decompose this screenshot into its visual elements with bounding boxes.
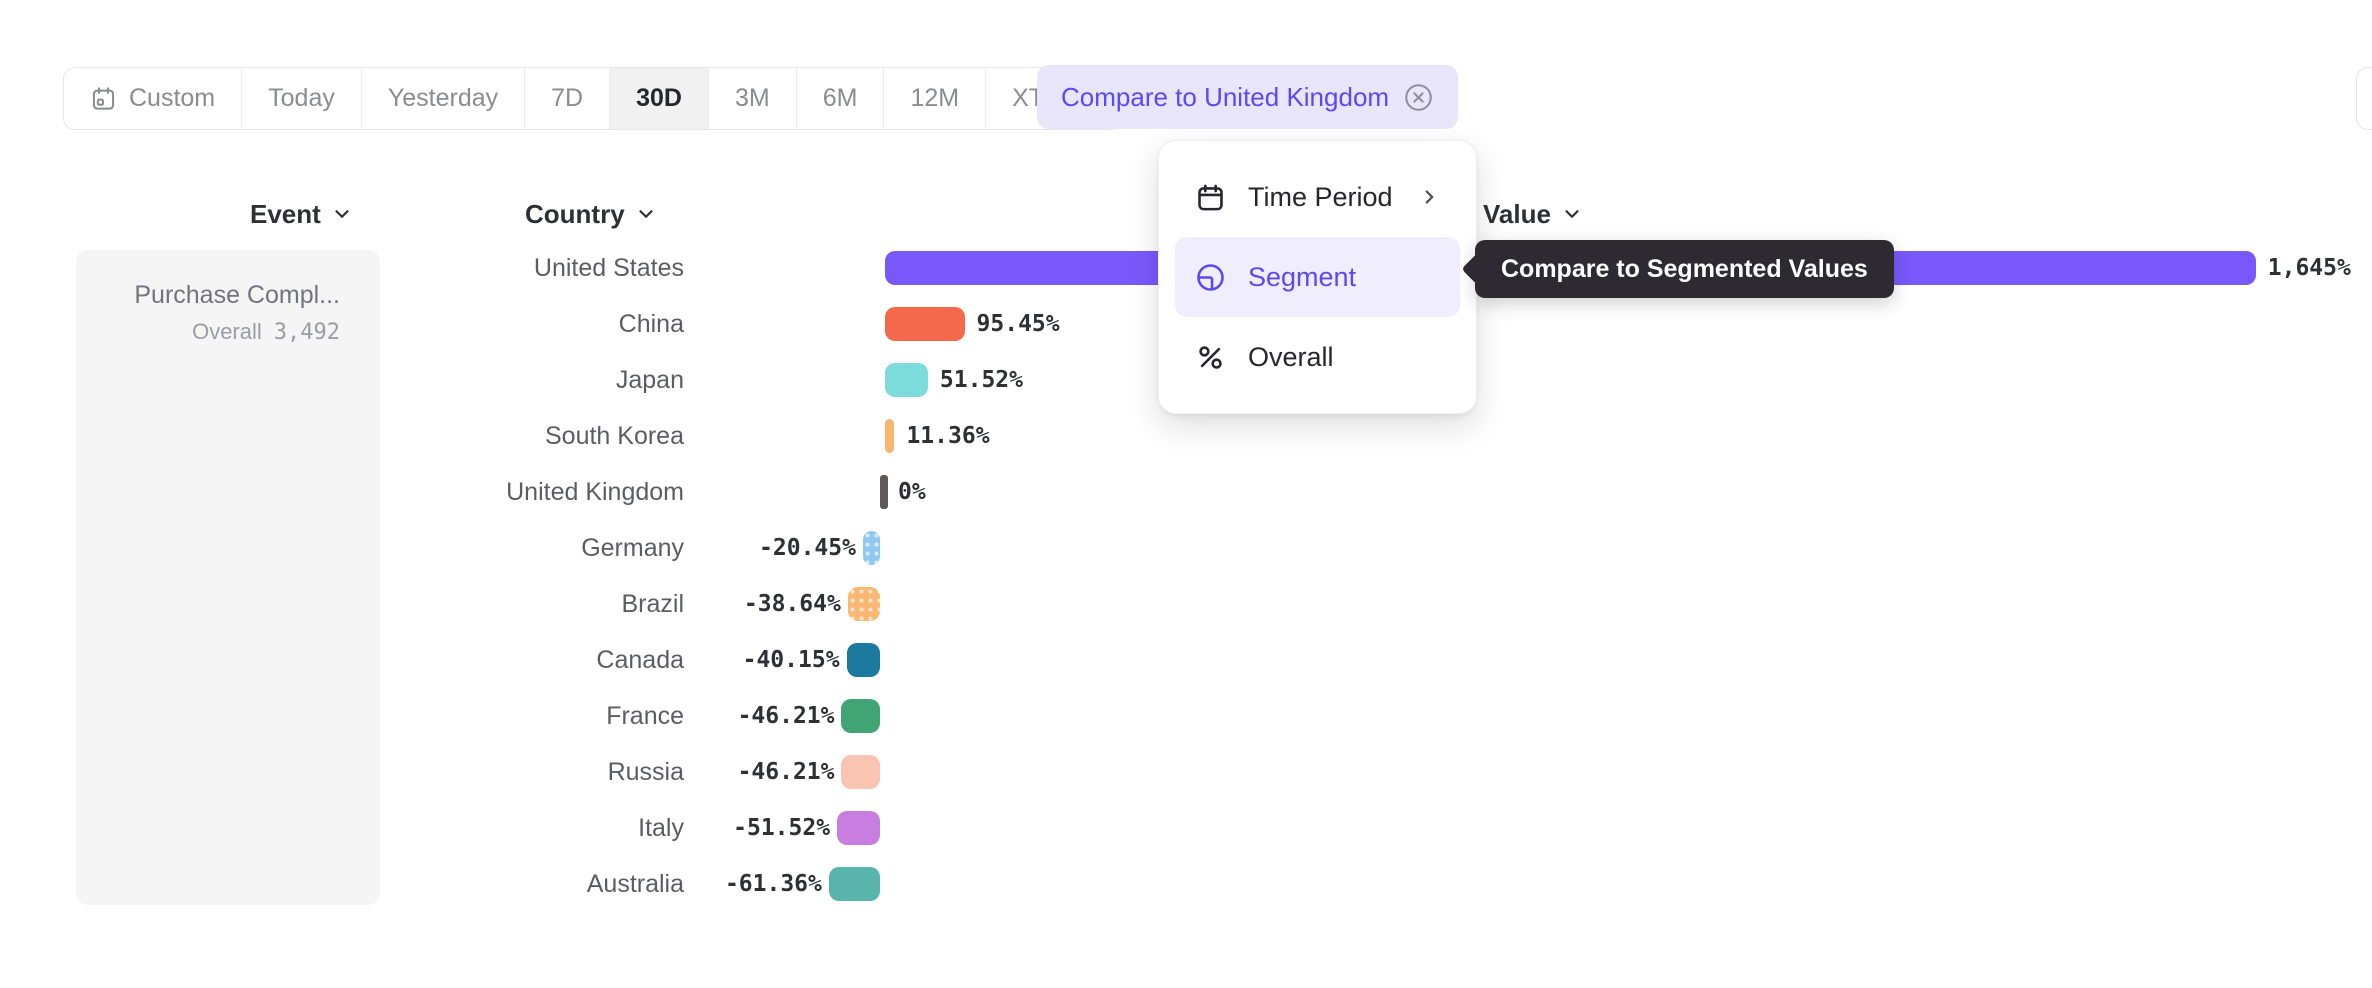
period-button-3m[interactable]: 3M — [708, 68, 797, 129]
country-label: South Korea — [545, 422, 684, 450]
value-label: 95.45% — [976, 311, 1060, 337]
menu-item-overall[interactable]: Overall — [1175, 317, 1460, 397]
value-bar[interactable] — [885, 307, 965, 341]
period-button-30d[interactable]: 30D — [610, 68, 709, 129]
country-label: Germany — [581, 534, 684, 562]
value-label: -46.21% — [737, 759, 835, 785]
overall-value: 3,492 — [273, 320, 340, 345]
menu-item-label: Overall — [1248, 341, 1334, 372]
value-bar[interactable] — [841, 755, 880, 789]
value-label: 1,645% — [2267, 255, 2351, 281]
chart-row-united-kingdom: United Kingdom 0% — [0, 464, 2372, 520]
tooltip-text: Compare to Segmented Values — [1501, 254, 1868, 283]
value-label: -20.45% — [759, 535, 856, 561]
value-label: -40.15% — [742, 647, 840, 673]
column-header-event[interactable]: Event — [250, 198, 353, 230]
time-period-toolbar: CustomTodayYesterday7D30D3M6M12MXTD — [63, 67, 1123, 130]
country-label: Italy — [638, 814, 684, 842]
period-button-label: 12M — [910, 84, 960, 112]
percent-icon — [1195, 342, 1226, 373]
country-label: United Kingdom — [506, 478, 684, 506]
overall-label: Overall — [192, 319, 262, 344]
country-label: France — [606, 702, 684, 730]
period-button-today[interactable]: Today — [242, 68, 362, 129]
value-label: 11.36% — [906, 423, 990, 449]
chart-row-canada: Canada -40.15% — [0, 632, 2372, 688]
chevron-right-icon — [1418, 186, 1440, 208]
period-button-12m[interactable]: 12M — [884, 68, 987, 129]
period-button-label: 7D — [551, 84, 584, 112]
chart-row-brazil: Brazil -38.64% — [0, 576, 2372, 632]
event-name: Purchase Compl... — [134, 281, 340, 309]
menu-item-label: Time Period — [1248, 181, 1393, 212]
country-label: Japan — [615, 366, 684, 394]
menu-item-segment[interactable]: Segment — [1175, 237, 1460, 317]
country-label: China — [618, 310, 684, 338]
value-label: 0% — [898, 479, 926, 505]
column-header-country[interactable]: Country — [525, 198, 657, 230]
period-button-custom[interactable]: Custom — [64, 68, 243, 129]
country-label: United States — [533, 254, 684, 282]
value-label: -61.36% — [724, 871, 822, 897]
value-bar[interactable] — [880, 475, 888, 509]
chart-row-australia: Australia -61.36% — [0, 856, 2372, 912]
clipped-button[interactable] — [2356, 67, 2372, 130]
value-bar[interactable] — [862, 531, 880, 565]
value-header-label: Value — [1483, 198, 1551, 229]
tooltip: Compare to Segmented Values — [1461, 240, 1894, 298]
period-button-label: Today — [268, 84, 335, 112]
country-label: Russia — [607, 758, 684, 786]
remove-compare-icon[interactable] — [1403, 82, 1434, 113]
value-bar[interactable] — [846, 643, 880, 677]
value-label: -38.64% — [743, 591, 841, 617]
period-button-label: Custom — [129, 84, 216, 112]
value-bar[interactable] — [847, 587, 880, 621]
event-panel[interactable]: Purchase Compl... Overall 3,492 — [76, 250, 380, 905]
period-button-label: 6M — [822, 84, 858, 112]
chevron-down-icon — [335, 210, 349, 218]
menu-item-time-period[interactable]: Time Period — [1175, 157, 1460, 237]
country-header-label: Country — [525, 198, 625, 229]
period-button-label: 3M — [734, 84, 770, 112]
chevron-down-icon — [1565, 210, 1579, 218]
pie-segment-icon — [1195, 262, 1226, 293]
value-bar[interactable] — [885, 419, 895, 453]
event-header-label: Event — [250, 198, 321, 229]
value-bar[interactable] — [828, 867, 880, 901]
value-label: -46.21% — [737, 703, 835, 729]
compare-to-chip[interactable]: Compare to United Kingdom — [1037, 65, 1459, 129]
chart-row-south-korea: South Korea 11.36% — [0, 408, 2372, 464]
chart-row-china: China 95.45% — [0, 296, 2372, 352]
compare-dropdown-menu: Time Period Segment Overall — [1158, 140, 1477, 414]
country-label: Brazil — [621, 590, 684, 618]
country-label: Australia — [586, 870, 684, 898]
chart-row-france: France -46.21% — [0, 688, 2372, 744]
country-label: Canada — [596, 646, 684, 674]
period-button-6m[interactable]: 6M — [796, 68, 885, 129]
chevron-down-icon — [639, 210, 653, 218]
column-header-value[interactable]: Value — [1483, 198, 1583, 230]
compare-chip-label: Compare to United Kingdom — [1061, 81, 1390, 112]
period-button-label: Yesterday — [387, 84, 499, 112]
chart-row-japan: Japan 51.52% — [0, 352, 2372, 408]
calendar-icon — [90, 85, 117, 112]
value-bar[interactable] — [885, 363, 928, 397]
chart-row-italy: Italy -51.52% — [0, 800, 2372, 856]
value-bar[interactable] — [841, 699, 880, 733]
value-label: -51.52% — [733, 815, 831, 841]
period-button-7d[interactable]: 7D — [525, 68, 611, 129]
period-button-yesterday[interactable]: Yesterday — [361, 68, 526, 129]
menu-item-label: Segment — [1248, 261, 1357, 292]
period-button-label: 30D — [636, 84, 682, 112]
value-label: 51.52% — [939, 367, 1024, 393]
chart-row-germany: Germany -20.45% — [0, 520, 2372, 576]
event-overall-row: Overall 3,492 — [86, 318, 340, 347]
chart-row-russia: Russia -46.21% — [0, 744, 2372, 800]
calendar-icon — [1195, 182, 1226, 213]
value-bar[interactable] — [837, 811, 880, 845]
